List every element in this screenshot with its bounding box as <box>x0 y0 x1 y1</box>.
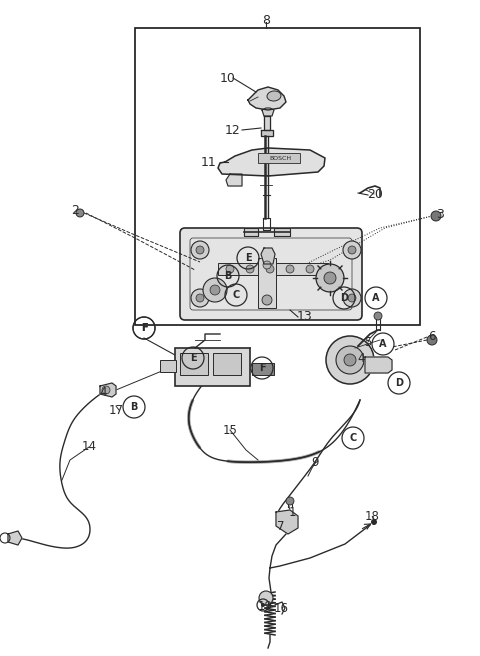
Circle shape <box>226 265 234 273</box>
Circle shape <box>324 272 336 284</box>
Text: 12: 12 <box>225 123 241 136</box>
Circle shape <box>203 278 227 302</box>
Polygon shape <box>8 531 22 545</box>
Polygon shape <box>264 116 270 130</box>
Text: C: C <box>232 290 240 300</box>
Text: F: F <box>141 323 147 333</box>
Circle shape <box>210 285 220 295</box>
Ellipse shape <box>267 91 281 101</box>
Text: 9: 9 <box>311 455 319 468</box>
Circle shape <box>259 591 273 605</box>
Circle shape <box>343 289 361 307</box>
Text: 5: 5 <box>364 335 372 348</box>
Circle shape <box>343 241 361 259</box>
Text: C: C <box>349 433 357 443</box>
Text: 11: 11 <box>201 155 217 169</box>
Circle shape <box>196 294 204 302</box>
Bar <box>180 353 208 375</box>
Text: A: A <box>372 293 380 303</box>
Circle shape <box>102 386 110 394</box>
Circle shape <box>263 261 271 269</box>
Bar <box>213 353 241 375</box>
Text: 7: 7 <box>277 520 285 533</box>
Text: D: D <box>340 293 348 303</box>
Text: 4: 4 <box>99 386 107 400</box>
Polygon shape <box>274 228 290 236</box>
Circle shape <box>246 265 254 273</box>
Text: F: F <box>259 363 265 373</box>
Text: 18: 18 <box>365 510 379 522</box>
Text: 15: 15 <box>223 424 238 436</box>
Polygon shape <box>244 228 258 236</box>
Text: 20: 20 <box>367 188 383 201</box>
Circle shape <box>336 346 364 374</box>
Text: 2: 2 <box>71 203 79 216</box>
Circle shape <box>431 211 441 221</box>
FancyBboxPatch shape <box>180 228 362 320</box>
Circle shape <box>286 497 294 505</box>
Circle shape <box>371 519 377 525</box>
Polygon shape <box>261 130 273 136</box>
Text: 4: 4 <box>357 352 365 365</box>
Text: 17: 17 <box>108 403 123 417</box>
Circle shape <box>76 209 84 217</box>
Bar <box>175 348 250 386</box>
Bar <box>135 28 420 325</box>
Polygon shape <box>218 148 325 176</box>
Text: B: B <box>130 402 138 412</box>
Text: E: E <box>190 353 196 363</box>
Circle shape <box>344 354 356 366</box>
Circle shape <box>191 289 209 307</box>
Circle shape <box>196 246 204 254</box>
Circle shape <box>262 295 272 305</box>
Circle shape <box>286 265 294 273</box>
Text: 19: 19 <box>257 600 273 613</box>
Bar <box>258 153 300 163</box>
Text: 1: 1 <box>288 506 296 518</box>
Text: 3: 3 <box>436 209 444 222</box>
Circle shape <box>316 264 344 292</box>
Polygon shape <box>261 248 275 264</box>
Text: F: F <box>141 323 147 333</box>
Circle shape <box>261 603 265 607</box>
Text: 10: 10 <box>220 72 236 85</box>
Polygon shape <box>226 174 242 186</box>
Text: 16: 16 <box>274 602 288 615</box>
Text: 6: 6 <box>428 331 436 344</box>
Text: BOSCH: BOSCH <box>269 155 291 161</box>
Circle shape <box>427 335 437 345</box>
Circle shape <box>348 246 356 254</box>
Bar <box>218 263 328 275</box>
Polygon shape <box>248 87 286 110</box>
Text: 14: 14 <box>82 440 96 453</box>
Circle shape <box>306 265 314 273</box>
Bar <box>160 360 176 372</box>
Text: E: E <box>245 253 252 263</box>
Text: D: D <box>395 378 403 388</box>
Text: 8: 8 <box>262 14 270 26</box>
Polygon shape <box>365 357 392 373</box>
Circle shape <box>191 241 209 259</box>
Polygon shape <box>262 108 274 116</box>
Polygon shape <box>100 383 116 397</box>
Text: B: B <box>224 271 232 281</box>
Text: A: A <box>379 339 387 349</box>
Circle shape <box>326 336 374 384</box>
Bar <box>252 363 274 375</box>
Circle shape <box>266 265 274 273</box>
Circle shape <box>348 294 356 302</box>
Circle shape <box>374 312 382 320</box>
Polygon shape <box>276 510 298 534</box>
Bar <box>258 258 276 308</box>
Text: 13: 13 <box>297 310 313 323</box>
